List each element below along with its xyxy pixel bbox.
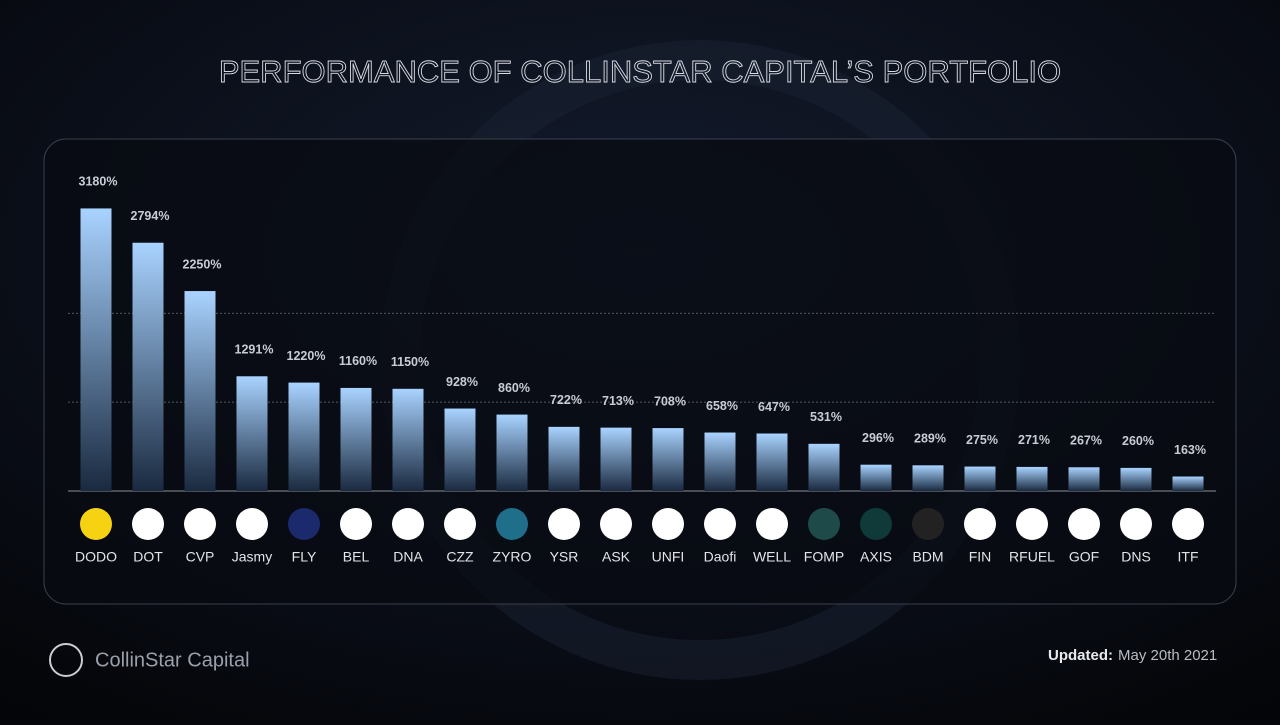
value-label: 708% xyxy=(654,394,686,408)
x-tick-label: ASK xyxy=(602,549,631,565)
token-icon xyxy=(652,508,684,540)
token-icon xyxy=(1068,508,1100,540)
value-label: 2794% xyxy=(131,209,170,223)
bar xyxy=(652,428,684,491)
bar xyxy=(496,414,528,491)
value-label: 1220% xyxy=(287,349,326,363)
value-label: 1160% xyxy=(339,354,377,368)
bar xyxy=(132,242,164,491)
x-tick-label: DODO xyxy=(75,549,117,565)
x-tick-label: YSR xyxy=(550,549,579,565)
x-tick-label: FOMP xyxy=(804,549,844,565)
token-icon xyxy=(1172,508,1204,540)
bar xyxy=(80,208,112,492)
bar xyxy=(808,443,840,491)
bar xyxy=(444,408,476,491)
bar xyxy=(704,432,736,491)
value-label: 647% xyxy=(758,400,790,414)
token-icon xyxy=(912,508,944,540)
bar xyxy=(548,426,580,491)
x-tick-label: Daofi xyxy=(704,549,737,565)
bar xyxy=(756,433,788,491)
token-icon xyxy=(808,508,840,540)
bar xyxy=(288,382,320,491)
value-label: 275% xyxy=(966,433,998,447)
x-tick-label: BDM xyxy=(912,549,943,565)
token-icon xyxy=(548,508,580,540)
value-label: 531% xyxy=(810,410,842,424)
token-icon xyxy=(496,508,528,540)
x-tick-label: CVP xyxy=(186,549,215,565)
value-label: 713% xyxy=(602,394,634,408)
bar xyxy=(236,376,268,491)
bar xyxy=(860,464,892,491)
x-tick-label: FLY xyxy=(292,549,317,565)
x-tick-label: ITF xyxy=(1178,549,1199,565)
bar xyxy=(340,387,372,491)
x-tick-label: WELL xyxy=(753,549,791,565)
brand-name: CollinStar Capital xyxy=(95,649,250,671)
x-tick-label: DOT xyxy=(133,549,163,565)
x-tick-label: BEL xyxy=(343,549,370,565)
bar xyxy=(184,291,216,491)
token-icon xyxy=(132,508,164,540)
x-tick-label: GOF xyxy=(1069,549,1099,565)
updated-date: May 20th 2021 xyxy=(1118,647,1217,664)
panel xyxy=(43,138,1237,605)
token-icon xyxy=(184,508,216,540)
x-tick-label: UNFI xyxy=(652,549,685,565)
token-icon xyxy=(964,508,996,540)
bar xyxy=(1172,476,1204,491)
bar xyxy=(1068,467,1100,491)
bar xyxy=(1016,466,1048,491)
token-icon xyxy=(288,508,320,540)
x-tick-label: Jasmy xyxy=(232,549,272,565)
value-label: 658% xyxy=(706,399,738,413)
token-icon xyxy=(756,508,788,540)
token-icon xyxy=(392,508,424,540)
bar xyxy=(600,427,632,491)
value-label: 928% xyxy=(446,375,478,389)
updated-label: Updated: xyxy=(1048,647,1113,664)
x-tick-label: CZZ xyxy=(446,549,474,565)
x-tick-label: RFUEL xyxy=(1009,549,1055,565)
token-icon xyxy=(704,508,736,540)
x-tick-label: DNS xyxy=(1121,549,1151,565)
token-icon xyxy=(80,508,112,540)
value-label: 722% xyxy=(550,393,582,407)
token-icon xyxy=(340,508,372,540)
x-tick-label: AXIS xyxy=(860,549,892,565)
value-label: 163% xyxy=(1174,443,1206,457)
value-label: 860% xyxy=(498,381,530,395)
value-label: 271% xyxy=(1018,433,1050,447)
brand-logo xyxy=(49,643,83,677)
value-label: 1150% xyxy=(391,355,429,369)
value-label: 267% xyxy=(1070,434,1102,448)
value-label: 2250% xyxy=(183,257,222,271)
value-label: 296% xyxy=(862,431,894,445)
token-icon xyxy=(1016,508,1048,540)
token-icon xyxy=(236,508,268,540)
value-label: 3180% xyxy=(79,175,118,189)
x-tick-label: FIN xyxy=(969,549,992,565)
token-icon xyxy=(444,508,476,540)
bar xyxy=(392,388,424,491)
token-icon xyxy=(1120,508,1152,540)
x-tick-label: DNA xyxy=(393,549,423,565)
token-icon xyxy=(860,508,892,540)
bar xyxy=(912,465,944,491)
bar xyxy=(964,466,996,491)
bar xyxy=(1120,467,1152,491)
value-label: 289% xyxy=(914,432,946,446)
x-tick-label: ZYRO xyxy=(493,549,532,565)
token-icon xyxy=(600,508,632,540)
value-label: 1291% xyxy=(235,343,274,357)
chart-title: PERFORMANCE OF COLLINSTAR CAPITAL’S PORT… xyxy=(219,54,1061,89)
value-label: 260% xyxy=(1122,434,1154,448)
